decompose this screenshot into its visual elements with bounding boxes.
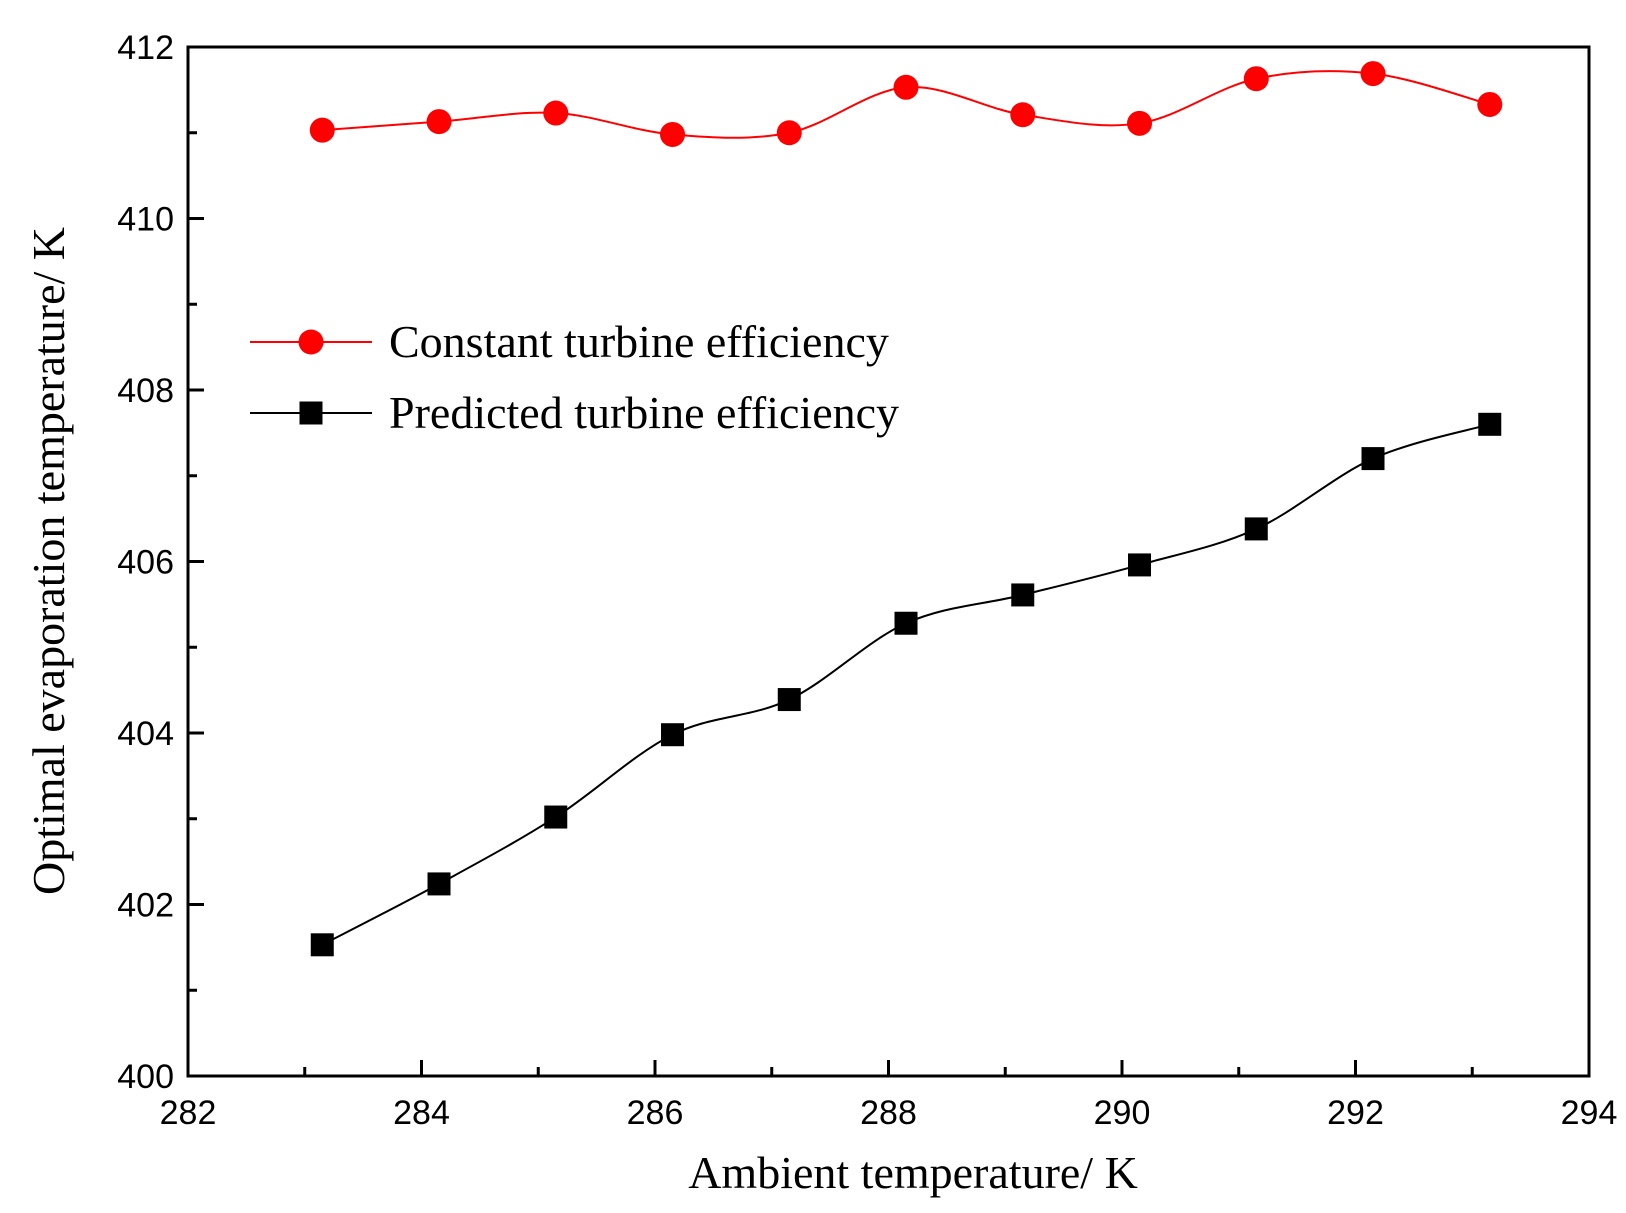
series-1 (309, 61, 1503, 147)
data-point (1010, 102, 1036, 128)
legend-marker (298, 329, 324, 355)
data-point (1477, 91, 1503, 117)
data-point (1244, 517, 1268, 541)
data-point (1361, 447, 1385, 471)
data-point (310, 933, 334, 957)
y-tick-label: 410 (117, 201, 174, 239)
x-tick-label: 292 (1327, 1094, 1384, 1132)
data-point (1360, 61, 1386, 87)
data-point (1478, 412, 1502, 436)
legend-label: Predicted turbine efficiency (389, 387, 899, 438)
data-point (1243, 66, 1269, 92)
data-point (427, 872, 451, 896)
x-tick-label: 286 (627, 1094, 684, 1132)
y-tick-label: 402 (117, 887, 174, 925)
y-tick-label: 400 (117, 1058, 174, 1096)
legend-marker (299, 401, 323, 425)
data-point (544, 805, 568, 829)
series-line (321, 423, 1491, 946)
plot-frame (186, 45, 1591, 1078)
y-tick-label: 408 (117, 372, 174, 410)
y-tick-label: 412 (117, 29, 174, 67)
legend-item-2: Predicted turbine efficiency (250, 387, 899, 438)
data-point (1127, 110, 1153, 136)
data-point (893, 74, 919, 100)
series-2 (310, 412, 1502, 957)
data-point (776, 120, 802, 146)
y-axis: 400 402 404 406 408 410 412 (117, 29, 204, 1096)
data-point (894, 611, 918, 635)
legend-label: Constant turbine efficiency (389, 316, 889, 367)
data-point (661, 723, 685, 747)
data-point (777, 688, 801, 712)
data-point (543, 100, 569, 126)
series-layer (309, 61, 1503, 957)
legend: Constant turbine efficiency Predicted tur… (250, 316, 899, 438)
data-point (309, 117, 335, 143)
data-point (426, 109, 452, 135)
y-tick-label: 404 (117, 715, 174, 753)
x-tick-label: 282 (160, 1094, 217, 1132)
y-tick-label: 406 (117, 544, 174, 582)
x-tick-label: 290 (1094, 1094, 1151, 1132)
x-axis-title: Ambient temperature/ K (688, 1147, 1138, 1198)
x-tick-label: 284 (393, 1094, 450, 1132)
data-point (660, 121, 686, 147)
y-axis-title: Optimal evaporation temperature/ K (23, 227, 74, 895)
data-point (1128, 553, 1152, 577)
legend-item-1: Constant turbine efficiency (250, 316, 889, 367)
data-point (1011, 583, 1035, 607)
x-tick-label: 288 (860, 1094, 917, 1132)
x-axis: 282 284 286 288 290 292 294 (160, 1060, 1618, 1132)
x-tick-label: 294 (1561, 1094, 1618, 1132)
